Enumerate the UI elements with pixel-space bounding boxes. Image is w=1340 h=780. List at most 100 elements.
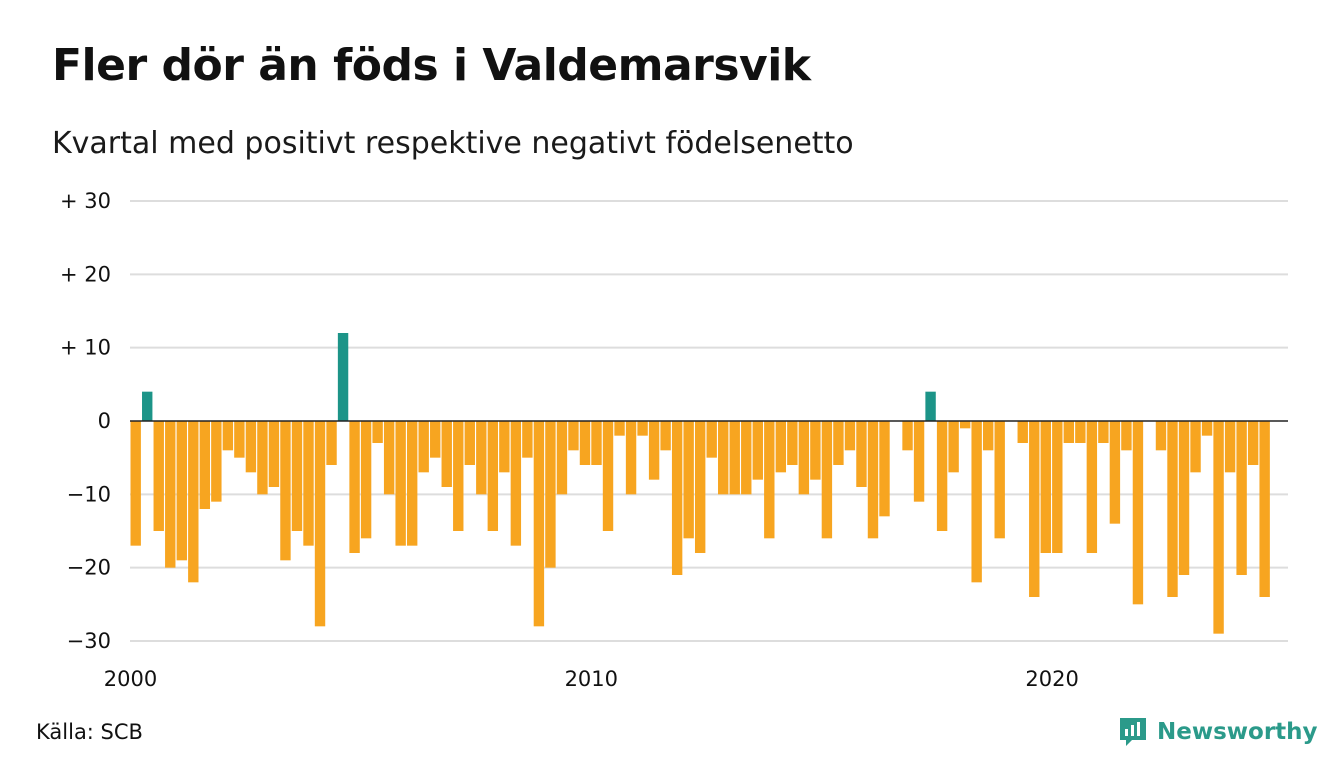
bar [510,421,522,546]
bar [810,421,821,480]
bar [614,421,625,436]
x-tick-label: 2020 [1025,667,1078,691]
bar [499,421,510,473]
bar [211,421,222,502]
bar [142,391,153,421]
bar [1247,421,1259,465]
bar [798,421,810,495]
x-axis-ticks: 2000 2010 2020 [104,667,1079,691]
bar [1017,421,1028,443]
y-tick-label: 0 [98,409,111,433]
bar [1178,421,1190,575]
bar [1259,421,1270,597]
bar [821,421,833,539]
bar [925,391,936,421]
bar [994,421,1005,539]
bar [360,421,372,539]
bar [291,421,303,531]
bar [1086,421,1098,553]
bar [591,421,602,465]
bar [833,421,844,465]
bar [280,421,291,561]
bar [130,421,141,546]
bar [349,421,360,553]
bar [913,421,925,502]
bar [671,421,683,575]
bar [683,421,694,539]
chart-title: Fler dör än föds i Valdemarsvik [52,40,811,91]
bar [867,421,879,539]
y-tick-label: + 10 [60,336,111,360]
bar [879,421,890,517]
bar [476,421,487,495]
chart-subtitle: Kvartal med positivt respektive negativt… [52,126,854,161]
y-tick-label: + 20 [60,262,111,286]
bar [1167,421,1178,597]
bar [1190,421,1201,473]
bar [971,421,982,583]
bar [464,421,475,465]
bar [441,421,452,487]
y-tick-label: −30 [67,629,111,653]
bar [1236,421,1247,575]
bar [568,421,579,451]
bar [625,421,637,495]
bar [303,421,314,546]
bar [764,421,775,539]
bar [1155,421,1167,451]
bar [222,421,234,451]
bar [1063,421,1075,443]
bar [844,421,856,451]
bar [1040,421,1051,553]
bar [165,421,176,568]
bar [602,421,614,531]
bar [522,421,533,458]
source-label: Källa: SCB [36,720,143,744]
y-tick-label: −10 [67,482,111,506]
bar [545,421,556,568]
bar [268,421,280,487]
brand-name: Newsworthy [1157,719,1318,745]
bar [741,421,752,495]
bar [706,421,717,458]
bar [718,421,729,495]
bar [648,421,660,480]
bar [694,421,706,553]
x-tick-label: 2010 [565,667,618,691]
bar [1029,421,1040,597]
bar [245,421,257,473]
bar [1201,421,1213,436]
bar [234,421,245,458]
bar [579,421,591,465]
bar [1075,421,1086,443]
y-tick-label: + 30 [60,189,111,213]
bar [257,421,268,495]
bar [176,421,187,561]
bar [729,421,740,495]
y-tick-label: −20 [67,556,111,580]
bar [982,421,994,451]
newsworthy-logo: Newsworthy [1118,714,1318,750]
bar [337,333,349,421]
y-axis-ticks: + 30 + 20 + 10 0 −10 −20 −30 [60,189,111,653]
bar [1224,421,1236,473]
bar [487,421,499,531]
bar [752,421,763,480]
bar [936,421,948,531]
bar [1213,421,1224,634]
bar [556,421,568,495]
x-tick-label: 2000 [104,667,157,691]
bar [775,421,787,473]
bar [153,421,164,531]
bar [383,421,395,495]
bar [959,421,971,429]
bar [188,421,199,583]
bar [418,421,429,473]
bar [314,421,326,627]
bar [326,421,337,465]
bar [902,421,913,451]
bar [430,421,441,458]
bar [199,421,211,509]
bar [1052,421,1063,553]
